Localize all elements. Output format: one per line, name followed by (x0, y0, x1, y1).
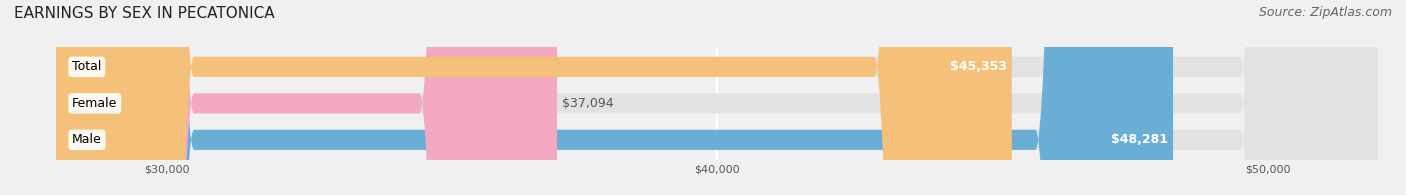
FancyBboxPatch shape (56, 0, 1378, 195)
Text: Female: Female (72, 97, 118, 110)
Text: Total: Total (72, 60, 101, 73)
FancyBboxPatch shape (56, 0, 1378, 195)
Text: $37,094: $37,094 (562, 97, 614, 110)
Text: Male: Male (72, 133, 101, 146)
FancyBboxPatch shape (56, 0, 1173, 195)
FancyBboxPatch shape (56, 0, 1378, 195)
FancyBboxPatch shape (56, 0, 1012, 195)
Text: EARNINGS BY SEX IN PECATONICA: EARNINGS BY SEX IN PECATONICA (14, 6, 274, 21)
Text: Source: ZipAtlas.com: Source: ZipAtlas.com (1258, 6, 1392, 19)
Text: $45,353: $45,353 (949, 60, 1007, 73)
FancyBboxPatch shape (56, 0, 557, 195)
Text: $48,281: $48,281 (1111, 133, 1168, 146)
